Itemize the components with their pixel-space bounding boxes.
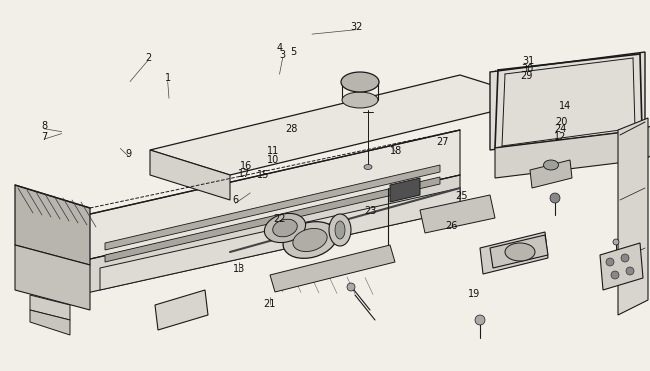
Ellipse shape [265,213,305,243]
Text: 31: 31 [523,56,534,66]
Polygon shape [642,125,650,160]
Text: 8: 8 [41,121,47,131]
Polygon shape [35,200,55,300]
Ellipse shape [342,92,378,108]
Polygon shape [490,52,645,150]
Ellipse shape [543,160,558,170]
Text: 4: 4 [276,43,283,53]
Ellipse shape [329,214,351,246]
Circle shape [611,271,619,279]
Text: 10: 10 [267,155,279,164]
Polygon shape [390,178,420,202]
Text: 5: 5 [291,47,297,56]
Polygon shape [150,75,540,175]
Polygon shape [490,235,548,268]
Ellipse shape [283,221,337,258]
Polygon shape [55,175,460,300]
Text: 32: 32 [350,22,363,32]
Text: 2: 2 [145,53,151,62]
Text: 25: 25 [455,191,468,201]
Text: 12: 12 [554,132,567,141]
Polygon shape [30,310,70,335]
Text: 19: 19 [469,289,480,299]
Text: 24: 24 [554,124,567,134]
Polygon shape [15,185,90,265]
Circle shape [347,283,355,291]
Polygon shape [100,188,460,290]
Circle shape [550,193,560,203]
Polygon shape [420,195,495,233]
Ellipse shape [273,219,297,237]
Text: 14: 14 [560,101,571,111]
Text: 6: 6 [232,196,239,205]
Text: 13: 13 [233,264,245,274]
Circle shape [613,239,619,245]
Polygon shape [618,118,648,315]
Polygon shape [270,245,395,292]
Text: 3: 3 [280,50,286,60]
Polygon shape [105,177,440,262]
Text: 15: 15 [257,170,270,180]
Text: 18: 18 [391,147,402,156]
Circle shape [626,267,634,275]
Circle shape [606,258,614,266]
Polygon shape [600,243,643,290]
Ellipse shape [293,229,327,252]
Text: 29: 29 [520,71,533,81]
Polygon shape [30,295,70,320]
Text: 23: 23 [364,206,377,216]
Text: 7: 7 [41,132,47,141]
Text: 27: 27 [436,137,448,147]
Polygon shape [15,245,90,310]
Text: 28: 28 [285,124,298,134]
Polygon shape [480,232,548,274]
Text: 17: 17 [237,170,250,179]
Text: 30: 30 [522,64,534,73]
Text: 9: 9 [125,149,131,159]
Text: 26: 26 [445,221,458,230]
Ellipse shape [364,164,372,170]
Text: 16: 16 [240,161,252,171]
Text: 22: 22 [273,214,286,224]
Ellipse shape [341,72,379,92]
Polygon shape [55,130,460,267]
Text: 11: 11 [267,147,279,156]
Ellipse shape [335,221,345,239]
Polygon shape [495,130,642,178]
Text: 1: 1 [164,73,171,83]
Polygon shape [155,290,208,330]
Ellipse shape [505,243,535,261]
Circle shape [475,315,485,325]
Polygon shape [530,160,572,188]
Polygon shape [105,165,440,250]
Text: 21: 21 [263,299,276,309]
Circle shape [621,254,629,262]
Text: 20: 20 [554,118,567,127]
Polygon shape [150,150,230,200]
